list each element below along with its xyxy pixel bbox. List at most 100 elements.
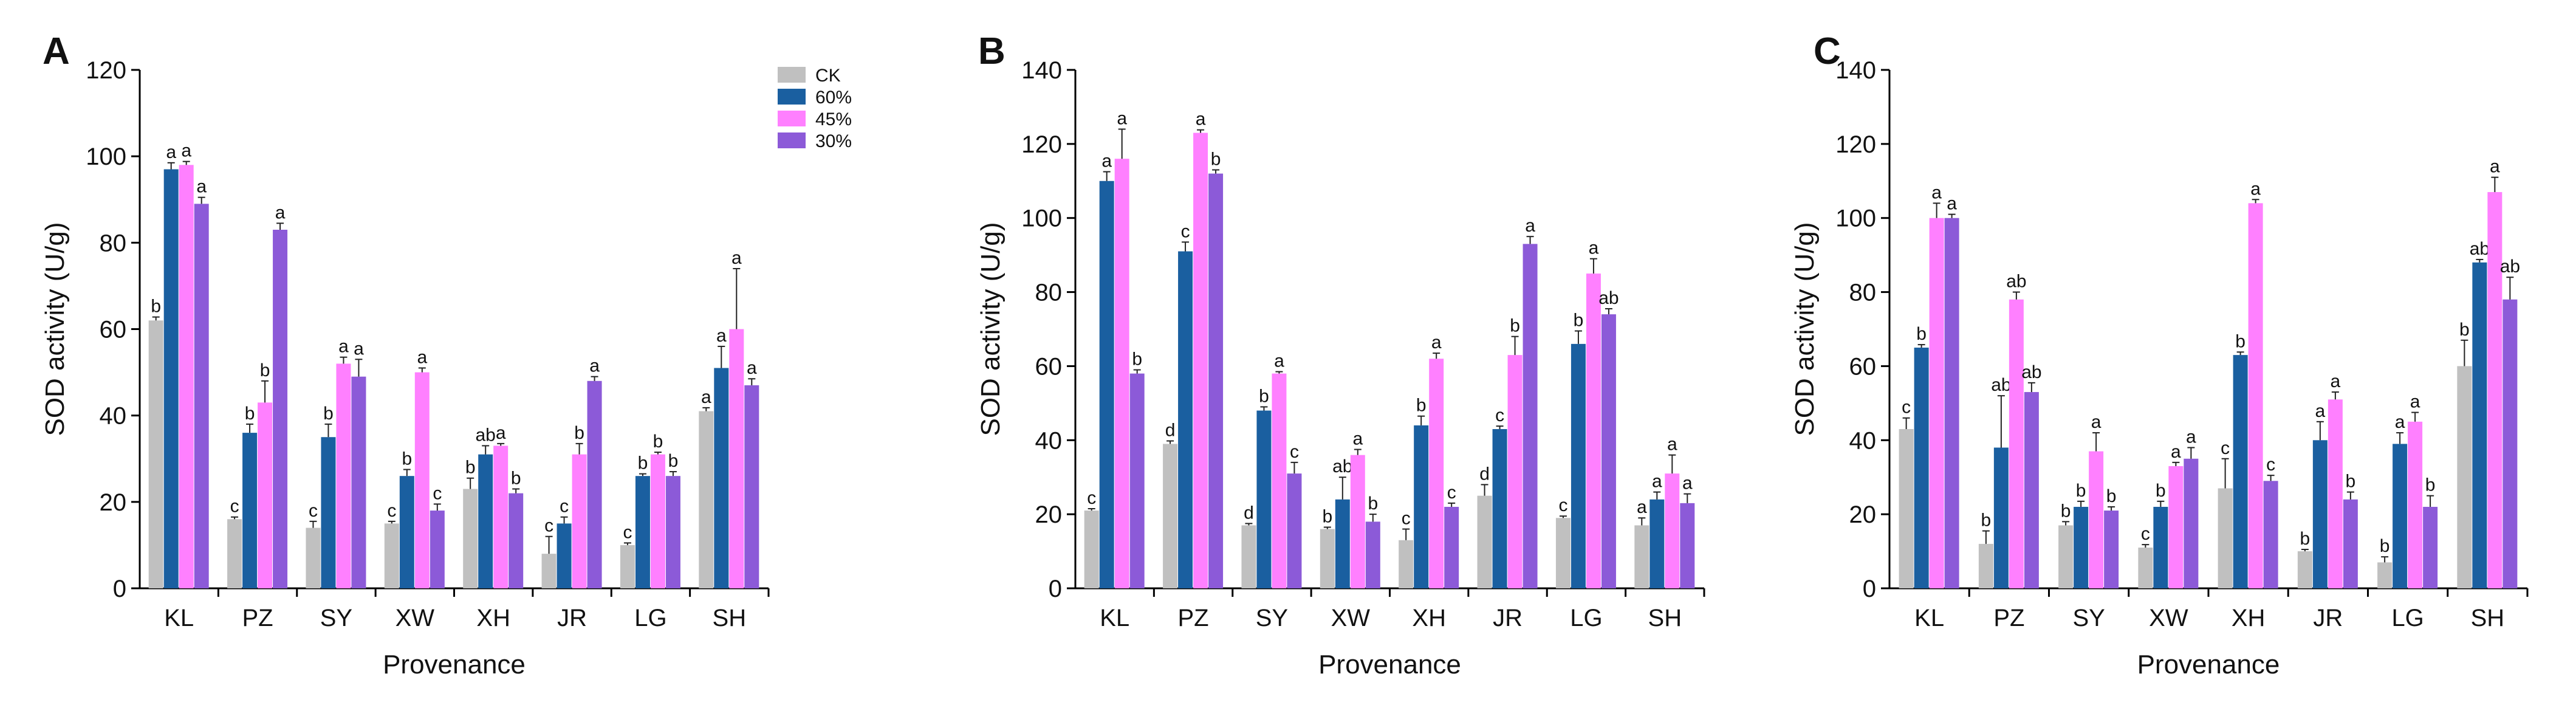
significance-label: a [1682, 473, 1693, 494]
y-tick-label: 40 [1035, 427, 1063, 454]
legend-swatch [778, 132, 806, 148]
significance-label: b [1322, 506, 1332, 526]
x-tick-label: JR [557, 605, 587, 631]
y-tick-label: 20 [100, 489, 127, 516]
significance-label: c [1447, 483, 1456, 503]
bar-xw-45pct [2168, 466, 2184, 588]
significance-label: a [2395, 412, 2405, 432]
bar-sh-ck [2457, 366, 2472, 588]
significance-label: b [574, 423, 584, 443]
bar-pz-60pct [1178, 251, 1193, 588]
x-tick-label: PZ [1993, 605, 2024, 631]
y-tick-label: 80 [1849, 280, 1877, 306]
significance-label: b [1981, 511, 1992, 531]
legend-label: 45% [815, 109, 852, 129]
panel-letter: B [978, 30, 1005, 72]
y-tick-label: 0 [113, 576, 126, 602]
bar-pz-45pct [2009, 299, 2024, 588]
bar-kl-ck [1084, 511, 1099, 588]
significance-label: b [2235, 331, 2245, 351]
y-tick-label: 100 [1835, 205, 1876, 232]
bar-pz-30pct [2024, 392, 2039, 588]
significance-label: a [2410, 392, 2420, 412]
bar-pz-30pct [273, 230, 288, 589]
bar-kl-ck [148, 320, 163, 588]
y-tick-label: 0 [1049, 576, 1062, 602]
y-tick-label: 140 [1021, 57, 1062, 84]
x-tick-label: XW [2149, 605, 2188, 631]
significance-label: ab [2470, 239, 2490, 259]
bar-sh-60pct [714, 368, 729, 588]
significance-label: c [1495, 405, 1504, 425]
bar-lg-60pct [2393, 444, 2408, 588]
legend-label: CK [815, 66, 841, 86]
bar-xw-45pct [414, 372, 430, 588]
bar-jr-30pct [2343, 499, 2358, 588]
significance-label: a [181, 141, 191, 161]
bar-xw-ck [1320, 529, 1335, 588]
significance-label: a [1274, 351, 1284, 371]
bar-jr-ck [1477, 495, 1492, 588]
x-tick-label: SH [2471, 605, 2505, 631]
significance-label: c [1402, 509, 1411, 529]
significance-label: ab [1598, 288, 1619, 308]
bar-sh-ck [699, 411, 714, 588]
significance-label: ab [476, 425, 496, 445]
significance-label: c [433, 483, 442, 503]
significance-label: b [1368, 494, 1378, 514]
significance-label: ab [2500, 256, 2520, 277]
x-tick-label: SY [320, 605, 352, 631]
significance-label: a [1101, 151, 1112, 171]
bar-sy-30pct [351, 376, 366, 588]
bar-xw-60pct [1335, 499, 1350, 588]
bar-xh-ck [463, 489, 478, 588]
bar-sy-60pct [1256, 410, 1272, 588]
significance-label: b [245, 404, 255, 424]
bar-kl-30pct [194, 204, 209, 588]
significance-label: b [1916, 324, 1927, 344]
bar-xh-60pct [2233, 355, 2248, 588]
x-tick-label: XH [1412, 605, 1446, 631]
bar-pz-30pct [1208, 173, 1224, 589]
significance-label: b [151, 297, 161, 317]
bar-pz-60pct [1993, 447, 2009, 588]
bar-kl-30pct [1944, 218, 1959, 588]
panel-letter: C [1814, 30, 1841, 72]
significance-label: b [2425, 475, 2436, 495]
y-tick-label: 120 [1021, 131, 1062, 158]
significance-label: d [1165, 421, 1176, 441]
x-axis-title: Provenance [383, 650, 526, 679]
significance-label: b [1510, 316, 1520, 336]
x-tick-label: JR [2313, 605, 2343, 631]
significance-label: a [196, 177, 207, 197]
y-axis-title: SOD activity (U/g) [1790, 222, 1820, 436]
y-tick-label: 60 [100, 317, 127, 343]
significance-label: b [1259, 386, 1269, 406]
bar-jr-45pct [572, 454, 587, 588]
x-tick-label: SH [1648, 605, 1682, 631]
x-tick-label: XH [476, 605, 510, 631]
panel-letter: A [43, 30, 70, 72]
bar-kl-45pct [1114, 159, 1129, 588]
significance-label: a [1667, 435, 1677, 455]
significance-label: a [701, 387, 711, 407]
bar-jr-45pct [2328, 399, 2343, 588]
panel-c: C 0 20 40 60 80 100 120 140 SOD activity (U/g) Pro… [1790, 30, 2529, 679]
significance-label: d [1244, 503, 1254, 523]
y-tick-label: 100 [86, 143, 126, 170]
bar-xh-30pct [1444, 506, 1459, 588]
bar-sy-60pct [321, 437, 336, 588]
significance-label: a [338, 337, 349, 357]
x-tick-label: PZ [1178, 605, 1209, 631]
significance-label: a [1196, 109, 1206, 129]
significance-label: c [2266, 455, 2275, 475]
bar-xh-45pct [1429, 359, 1444, 588]
significance-label: a [1589, 238, 1599, 258]
bar-sy-ck [306, 528, 321, 588]
significance-label: c [623, 522, 632, 542]
significance-label: c [544, 516, 553, 536]
x-axis-title: Provenance [1318, 650, 1461, 679]
x-tick-label: XW [396, 605, 435, 631]
significance-label: b [2346, 472, 2356, 492]
